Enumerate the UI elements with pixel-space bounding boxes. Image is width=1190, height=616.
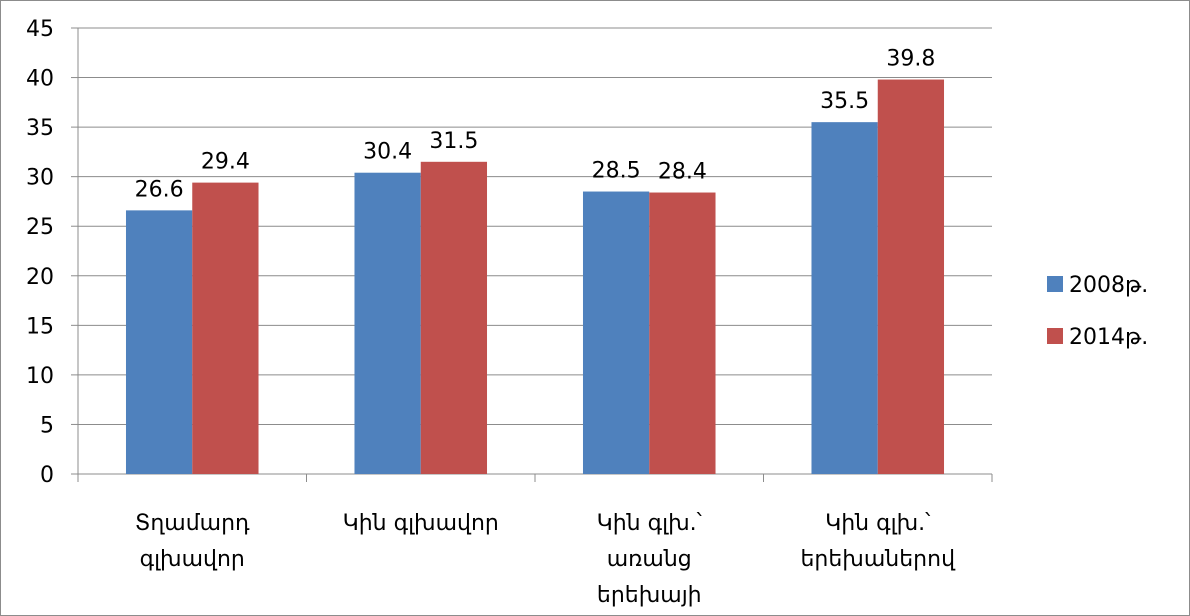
- y-tick-label: 40: [26, 67, 54, 92]
- x-tick-label: երեխայի: [597, 583, 702, 608]
- bar: [582, 191, 650, 475]
- data-label: 28.5: [592, 159, 641, 184]
- data-label: 31.5: [429, 129, 478, 154]
- y-tick-label: 30: [26, 166, 54, 191]
- data-label: 29.4: [201, 150, 250, 175]
- y-tick-label: 35: [26, 116, 54, 141]
- legend-label: 2014թ.: [1069, 325, 1148, 350]
- legend-swatch: [1047, 328, 1063, 344]
- bar: [877, 79, 945, 474]
- bar: [125, 210, 193, 474]
- y-tick-label: 15: [26, 314, 54, 339]
- data-label: 26.6: [135, 177, 184, 202]
- y-tick-label: 20: [26, 265, 54, 290]
- data-label: 30.4: [363, 140, 412, 165]
- x-tick-label: առանց: [607, 547, 692, 572]
- x-tick-label: գլխավոր: [140, 547, 245, 572]
- legend-label: 2008թ.: [1069, 273, 1148, 298]
- x-tick-label: Կին գլխ.՝: [825, 511, 931, 536]
- y-tick-label: 10: [26, 364, 54, 389]
- data-label: 35.5: [820, 89, 869, 114]
- x-tick-label: Տղամարդ: [135, 511, 250, 536]
- x-tick-label: Կին գլխավոր: [343, 511, 499, 536]
- bar: [811, 122, 878, 475]
- bar: [420, 161, 488, 475]
- y-tick-label: 5: [40, 413, 54, 438]
- data-label: 28.4: [658, 160, 707, 185]
- x-tick-label: Կին գլխ.՝: [597, 511, 703, 536]
- legend-swatch: [1047, 276, 1063, 292]
- y-tick-label: 25: [26, 215, 54, 240]
- y-tick-label: 0: [40, 463, 54, 488]
- bar: [192, 182, 259, 474]
- x-tick-label: երեխաներով: [800, 547, 956, 572]
- y-tick-label: 45: [26, 17, 54, 42]
- bar: [649, 192, 716, 474]
- bar: [354, 172, 421, 475]
- data-label: 39.8: [886, 47, 935, 72]
